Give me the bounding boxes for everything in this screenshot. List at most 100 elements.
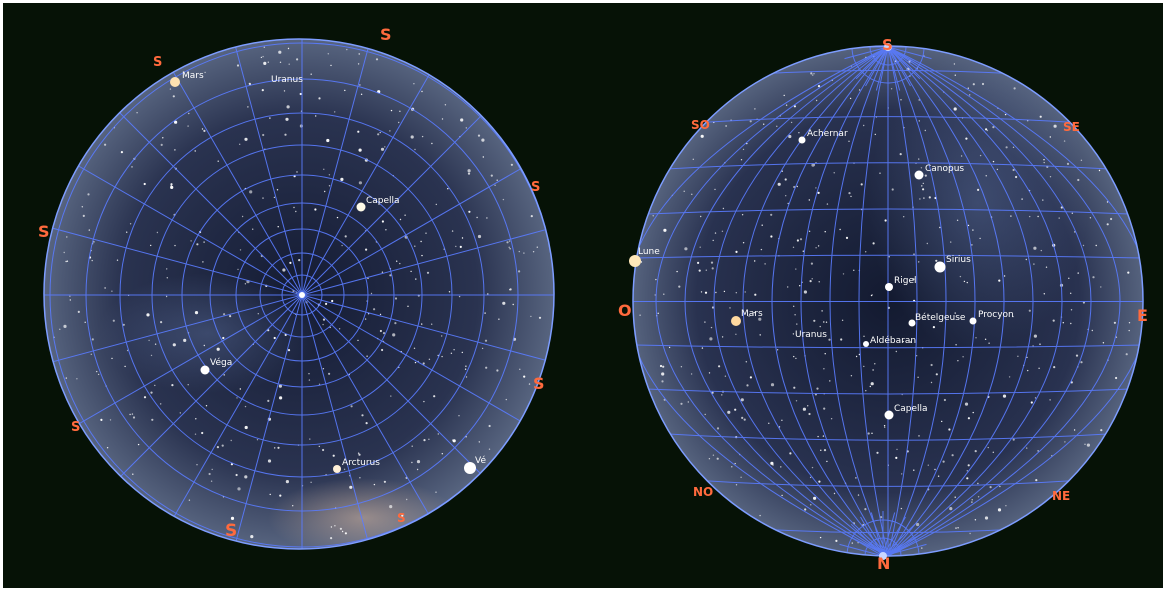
star bbox=[1102, 342, 1105, 344]
star bbox=[1026, 447, 1028, 449]
star bbox=[680, 366, 683, 368]
right-sirius-dot[interactable] bbox=[934, 261, 946, 273]
left-label-vega: Véga bbox=[210, 357, 232, 368]
star bbox=[283, 90, 286, 92]
star bbox=[452, 439, 456, 443]
star bbox=[488, 424, 491, 428]
right-aldebaran-dot[interactable] bbox=[863, 341, 869, 347]
star bbox=[382, 332, 386, 335]
star bbox=[413, 83, 415, 85]
star bbox=[237, 268, 239, 271]
star bbox=[798, 132, 800, 134]
star bbox=[1012, 146, 1015, 148]
star bbox=[97, 373, 100, 376]
star bbox=[1002, 394, 1007, 398]
star bbox=[764, 263, 766, 265]
star bbox=[59, 328, 61, 330]
star bbox=[278, 384, 282, 388]
star bbox=[437, 433, 439, 435]
star bbox=[421, 254, 423, 257]
right-label-mars: Mars bbox=[741, 309, 763, 319]
star bbox=[781, 170, 783, 172]
star bbox=[920, 167, 923, 169]
star bbox=[129, 223, 132, 225]
star bbox=[799, 285, 801, 287]
star bbox=[711, 267, 714, 270]
star bbox=[381, 271, 384, 273]
right-rigel-dot[interactable] bbox=[885, 283, 893, 291]
star bbox=[308, 379, 311, 381]
star bbox=[780, 466, 782, 468]
right-grid-parallel bbox=[633, 208, 1143, 218]
left-venus-dot[interactable] bbox=[464, 462, 476, 474]
star bbox=[953, 63, 956, 65]
star bbox=[172, 95, 175, 98]
star bbox=[196, 464, 198, 466]
star bbox=[823, 449, 827, 452]
star bbox=[1098, 169, 1101, 172]
star bbox=[903, 216, 905, 218]
right-mars-dot[interactable] bbox=[731, 316, 741, 326]
star bbox=[448, 291, 451, 293]
star bbox=[997, 508, 1002, 512]
star bbox=[716, 457, 719, 460]
right-canopus-dot[interactable] bbox=[914, 170, 924, 180]
right-capella-dot[interactable] bbox=[884, 410, 894, 420]
star bbox=[1075, 354, 1079, 357]
star bbox=[712, 454, 715, 456]
star bbox=[921, 185, 923, 187]
star bbox=[781, 419, 783, 421]
star bbox=[812, 74, 814, 76]
star bbox=[425, 232, 427, 234]
star bbox=[151, 418, 154, 421]
star bbox=[1128, 322, 1131, 324]
star bbox=[1084, 443, 1086, 445]
star bbox=[194, 433, 197, 435]
star bbox=[262, 133, 265, 137]
right-grid-pole-ray bbox=[839, 543, 884, 556]
star bbox=[802, 407, 807, 411]
star bbox=[815, 99, 818, 102]
star bbox=[725, 125, 727, 127]
star bbox=[691, 193, 693, 195]
star bbox=[322, 448, 325, 452]
right-grid-pole-ray bbox=[860, 516, 884, 556]
star bbox=[902, 340, 904, 343]
star bbox=[278, 50, 282, 54]
star bbox=[939, 226, 941, 229]
right-betelgeuse-dot[interactable] bbox=[908, 319, 916, 327]
right-procyon-dot[interactable] bbox=[969, 317, 977, 325]
star bbox=[1013, 87, 1016, 90]
star bbox=[188, 499, 191, 501]
star bbox=[842, 273, 845, 275]
star bbox=[358, 148, 362, 152]
star bbox=[817, 245, 820, 247]
left-sky-map[interactable]: Mars Uranus Capella Véga Arcturus Vé S S… bbox=[3, 3, 602, 588]
star bbox=[639, 314, 641, 316]
star bbox=[813, 496, 817, 500]
star bbox=[965, 137, 968, 140]
star bbox=[277, 446, 280, 449]
star bbox=[915, 355, 918, 357]
right-sky-map[interactable]: Achernar Canopus Lune Sirius Rigel Mars … bbox=[588, 3, 1163, 588]
left-cardinal-s-5: S bbox=[533, 374, 545, 393]
star bbox=[918, 435, 920, 437]
right-lune-dot[interactable] bbox=[629, 255, 641, 267]
star bbox=[433, 395, 436, 398]
star bbox=[974, 450, 977, 453]
right-star-field bbox=[639, 55, 1131, 549]
right-achernar-dot[interactable] bbox=[798, 136, 806, 144]
star bbox=[364, 318, 367, 320]
left-vega-dot[interactable] bbox=[200, 365, 210, 375]
star bbox=[796, 323, 798, 325]
left-capella-dot[interactable] bbox=[356, 202, 366, 212]
star bbox=[211, 468, 213, 471]
star bbox=[309, 438, 311, 440]
star bbox=[895, 350, 897, 353]
left-arcturus-dot[interactable] bbox=[333, 465, 341, 473]
left-grid-meridian bbox=[301, 144, 554, 296]
left-mars-dot[interactable] bbox=[170, 77, 180, 87]
star bbox=[431, 323, 433, 325]
star bbox=[344, 532, 347, 535]
star bbox=[202, 261, 204, 263]
